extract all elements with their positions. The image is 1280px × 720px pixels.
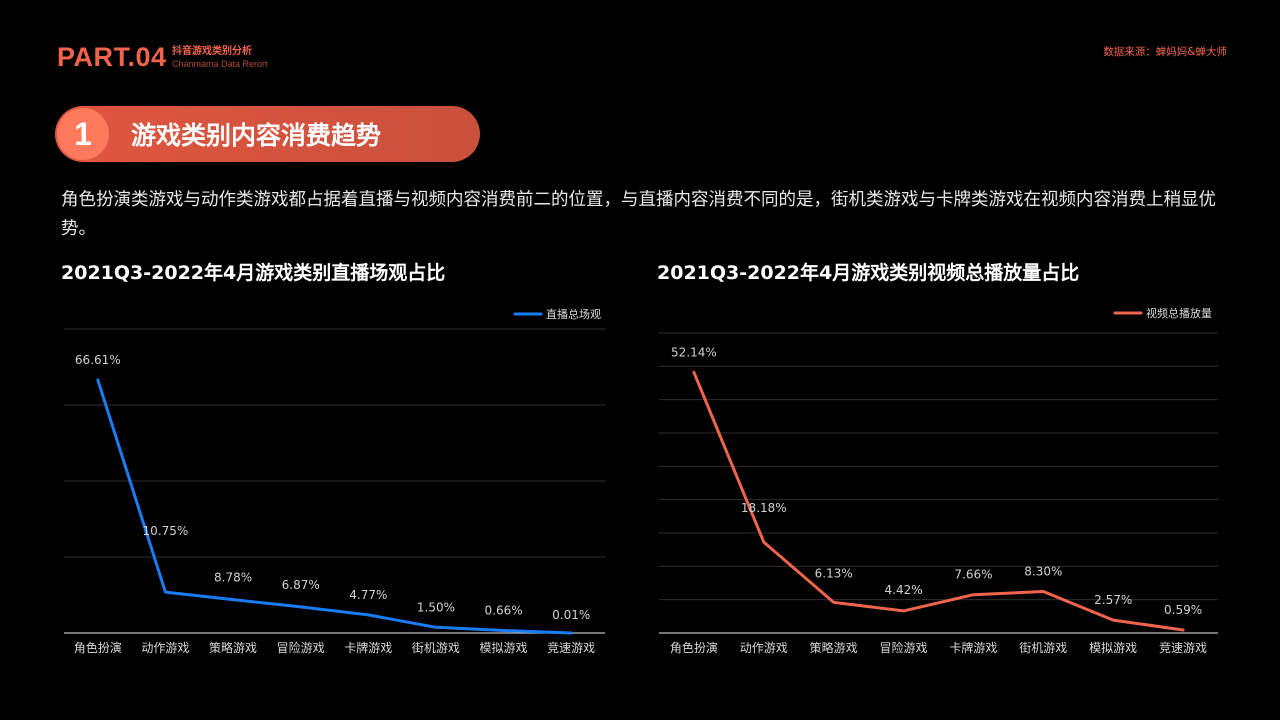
x-tick-label: 策略游戏 <box>810 640 858 655</box>
part-subtitle-en: Chanmama Data Rerort <box>172 59 268 69</box>
x-tick-label: 动作游戏 <box>141 641 189 655</box>
x-tick-label: 街机游戏 <box>1019 641 1067 655</box>
description-text: 角色扮演类游戏与动作类游戏都占据着直播与视频内容消费前二的位置，与直播内容消费不… <box>61 190 1216 239</box>
section-title: 游戏类别内容消费趋势 <box>131 121 382 150</box>
part-subtitle-cn: 抖音游戏类别分析 <box>172 46 252 57</box>
data-label: 18.18% <box>741 501 787 515</box>
data-label: 1.50% <box>417 600 455 614</box>
x-tick-label: 卡牌游戏 <box>949 641 997 655</box>
x-tick-label: 街机游戏 <box>412 641 460 655</box>
x-tick-label: 竞速游戏 <box>547 641 595 655</box>
part-title: PART.04 <box>57 42 167 72</box>
data-label: 8.78% <box>214 571 252 585</box>
series-line <box>692 370 1185 632</box>
x-tick-label: 动作游戏 <box>740 641 788 655</box>
data-label: 10.75% <box>143 524 189 538</box>
legend-label: 直播总场观 <box>546 307 601 321</box>
data-label: 0.01% <box>552 608 590 622</box>
legend-label: 视频总播放量 <box>1146 306 1212 320</box>
x-tick-label: 角色扮演 <box>74 640 122 655</box>
data-label: 4.77% <box>349 588 387 602</box>
x-tick-label: 模拟游戏 <box>1089 641 1137 655</box>
section-banner <box>55 106 480 162</box>
data-label: 6.87% <box>282 578 320 592</box>
x-tick-label: 冒险游戏 <box>880 640 928 655</box>
data-label: 0.66% <box>485 603 523 617</box>
x-tick-label: 策略游戏 <box>209 640 257 655</box>
x-tick-label: 卡牌游戏 <box>344 641 392 655</box>
data-label: 0.59% <box>1164 603 1202 617</box>
x-tick-label: 冒险游戏 <box>277 640 325 655</box>
data-label: 7.66% <box>954 568 992 582</box>
data-source: 数据来源：蝉妈妈&蝉大师 <box>1103 46 1227 58</box>
data-label: 8.30% <box>1024 565 1062 579</box>
data-label: 4.42% <box>885 583 923 597</box>
part-subtitle: 抖音游戏类别分析 Chanmama Data Rerort <box>172 45 268 71</box>
x-tick-label: 竞速游戏 <box>1159 641 1207 655</box>
x-tick-label: 角色扮演 <box>670 640 718 655</box>
video-chart-title: 2021Q3-2022年4月游戏类别视频总播放量占比 <box>657 262 1080 284</box>
series-line <box>96 378 573 635</box>
x-tick-label: 模拟游戏 <box>480 641 528 655</box>
data-label: 66.61% <box>75 353 121 367</box>
data-label: 2.57% <box>1094 593 1132 607</box>
data-label: 52.14% <box>671 345 717 359</box>
live-chart-title: 2021Q3-2022年4月游戏类别直播场观占比 <box>61 262 446 284</box>
data-label: 6.13% <box>815 566 853 580</box>
section-number: 1 <box>57 108 109 160</box>
